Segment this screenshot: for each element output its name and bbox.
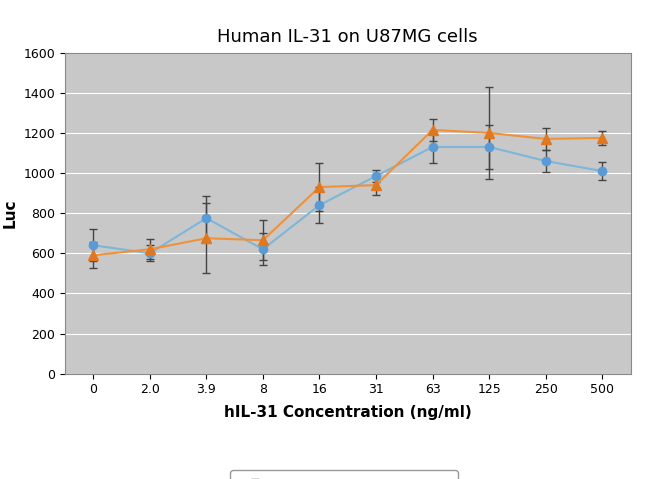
X-axis label: hIL-31 Concentration (ng/ml): hIL-31 Concentration (ng/ml) <box>224 405 472 420</box>
Title: Human IL-31 on U87MG cells: Human IL-31 on U87MG cells <box>218 28 478 46</box>
Legend: Competitor Human IL-31, PeproTech Human IL-31: Competitor Human IL-31, PeproTech Human … <box>230 470 458 479</box>
Y-axis label: Luc: Luc <box>3 198 18 228</box>
